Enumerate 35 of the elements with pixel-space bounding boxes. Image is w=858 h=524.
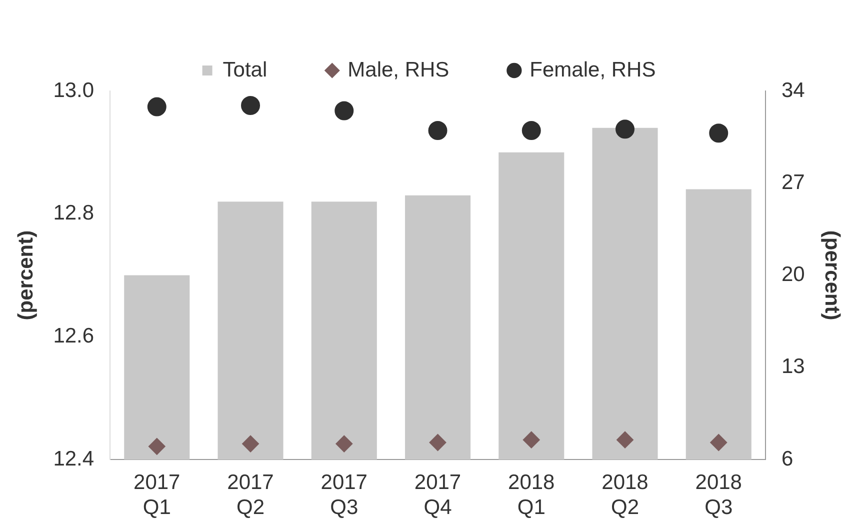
legend-label: Female, RHS — [530, 58, 656, 82]
y2-tick-label: 20 — [781, 263, 805, 286]
point — [709, 124, 728, 143]
y2-axis-title: (percent) — [820, 230, 844, 320]
y2-tick-label: 34 — [781, 78, 806, 102]
point — [616, 431, 634, 448]
y-tick-label: 12.4 — [53, 447, 94, 470]
y-tick-label: 13.0 — [53, 78, 94, 102]
point — [334, 101, 354, 120]
y-tick-label: 12.8 — [53, 202, 94, 225]
point — [241, 96, 260, 115]
y-tick-label: 12.6 — [53, 324, 94, 348]
point — [336, 435, 353, 452]
point — [147, 97, 166, 116]
point — [522, 431, 540, 448]
point — [148, 438, 166, 455]
y2-tick-label: 13 — [781, 355, 805, 378]
point — [242, 435, 260, 452]
x-tick-label: 2017 Q3 — [320, 470, 368, 520]
y-axis-title: (percent) — [14, 230, 38, 320]
legend-label: Total — [222, 58, 268, 82]
y2-tick-label: 27 — [781, 170, 805, 194]
x-tick-label: 2018 Q2 — [602, 470, 648, 520]
legend-label: Male, RHS — [348, 58, 450, 82]
x-tick-label: 2017 Q4 — [414, 470, 462, 520]
x-tick-label: 2018 Q3 — [695, 470, 742, 520]
point — [710, 434, 728, 451]
point — [428, 120, 448, 140]
point — [429, 434, 446, 451]
x-tick-label: 2017 Q1 — [134, 470, 180, 520]
x-tick-label: 2018 Q1 — [508, 470, 555, 520]
point — [522, 120, 541, 140]
x-tick-label: 2017 Q2 — [227, 470, 274, 520]
point — [616, 120, 635, 139]
y2-tick-label: 6 — [781, 447, 794, 470]
